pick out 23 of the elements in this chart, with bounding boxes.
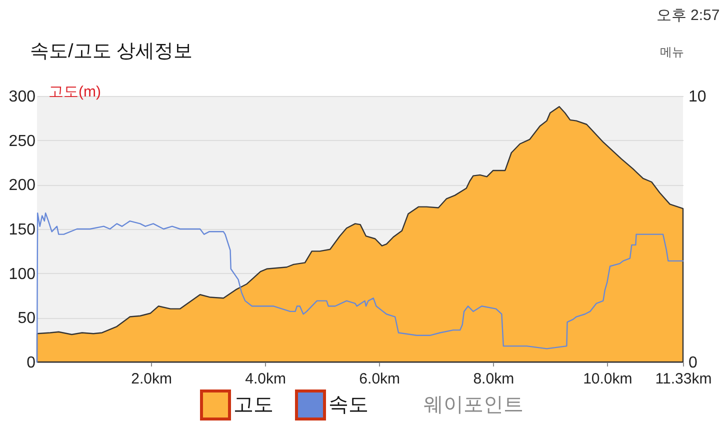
y-tick-label: 200 [8,177,36,194]
x-tick-label: 11.33km [655,370,712,388]
text: 웨이포인트 [424,394,524,416]
y-tick-label: 0 [26,354,36,372]
chart-title: 속도/고도 상세정보 [30,41,193,62]
x-tick-label: 8.0km [473,370,514,388]
y-tick-label: 50 [18,310,36,328]
y2-tick-label: 10 [688,88,706,106]
y-tick-label: 150 [8,222,36,238]
y-tick-label: 300 [8,88,36,106]
x-tick-label: 2.0km [131,370,172,388]
x-tick-label: 10.0km [583,370,632,388]
y2-tick-label: 0 [688,354,698,372]
legend-label: 고도 [234,394,274,416]
y-axis-title: 고도(m) [48,84,101,100]
x-tick-label: 4.0km [245,370,286,388]
line-series [36,212,684,363]
y-tick-label: 250 [8,132,36,150]
y-tick-label: 100 [8,266,36,283]
text: 오후 2:57 [656,7,720,24]
legend-label: 속도 [328,394,368,416]
x-tick-label: 6.0km [359,370,400,388]
text: 메뉴 [660,45,684,59]
